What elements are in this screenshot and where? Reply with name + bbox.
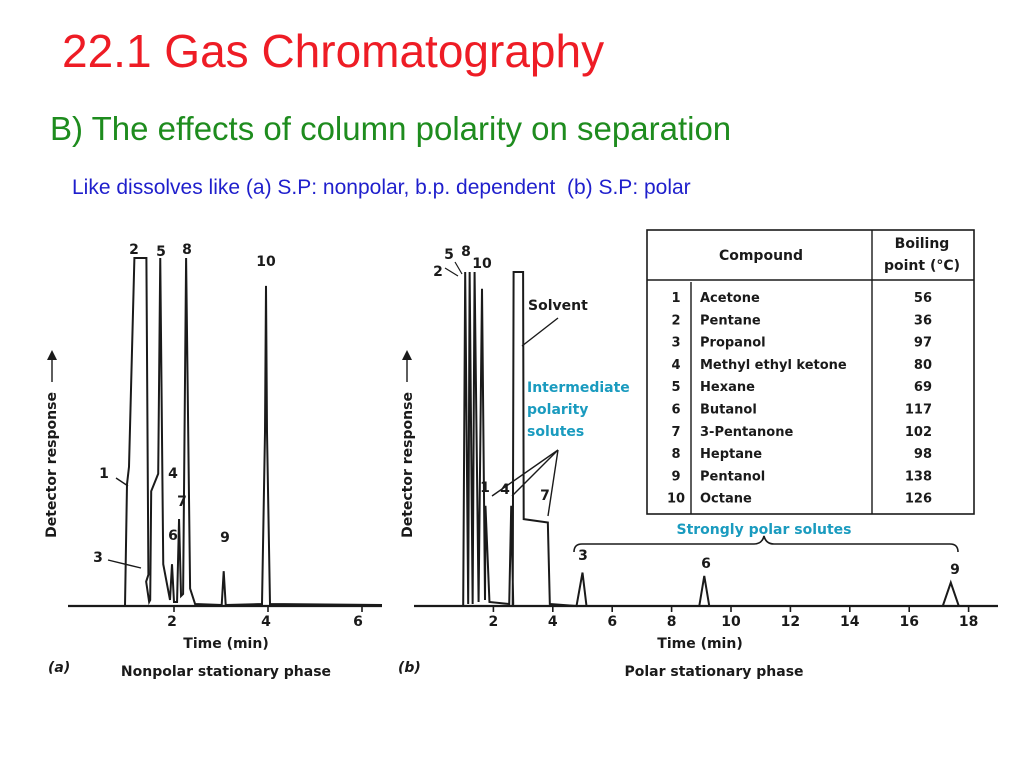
panel-label-a: (a) [48, 660, 70, 676]
peak-label-b: 4 [500, 482, 510, 498]
table-row-compound: Propanol [700, 336, 766, 351]
table-row-number: 7 [671, 425, 680, 440]
chromatogram-a: 1 2 3 4 5 6 7 8 9 10 2 4 6 Time (min) (a) Nonpola… [44, 242, 383, 680]
table-row-number: 3 [671, 336, 680, 351]
xtick-b: 14 [840, 614, 860, 630]
table-row-bp: 56 [914, 291, 932, 306]
peak-label-a: 4 [168, 466, 178, 482]
intermediate-label-3: solutes [527, 424, 584, 440]
table-row-compound: Hexane [700, 380, 755, 395]
xtick-b: 16 [899, 614, 918, 630]
table-row-bp: 117 [905, 403, 932, 418]
slide-title: 22.1 Gas Chromatography [62, 25, 605, 77]
table-header-bp-2: point (°C) [884, 258, 960, 274]
table-row-number: 8 [671, 447, 680, 462]
xtick-b: 10 [721, 614, 741, 630]
table-row-number: 2 [671, 313, 680, 328]
peak-label-a: 2 [129, 242, 139, 258]
xtick-a-6: 6 [353, 614, 363, 630]
strongly-polar-brace [573, 535, 959, 553]
table-row-compound: Heptane [700, 447, 762, 462]
table-row-number: 9 [671, 469, 680, 484]
peak-label-a: 7 [177, 494, 187, 510]
table-row-compound: Butanol [700, 403, 757, 418]
table-row-number: 4 [671, 358, 680, 373]
strongly-polar-label: Strongly polar solutes [677, 522, 852, 538]
intermediate-label-1: Intermediate [527, 380, 630, 396]
xtick-b: 2 [489, 614, 499, 630]
peak-label-a: 9 [220, 530, 230, 546]
table-row-bp: 138 [905, 469, 932, 484]
table-row-number: 10 [667, 492, 685, 507]
panel-title-b: Polar stationary phase [624, 664, 803, 680]
table-row-bp: 126 [905, 492, 932, 507]
slide-subtitle: B) The effects of column polarity on sep… [50, 110, 732, 147]
xlabel-a: Time (min) [183, 636, 268, 652]
panel-title-a: Nonpolar stationary phase [121, 664, 331, 680]
intermediate-label-2: polarity [527, 402, 588, 418]
peak-label-a: 1 [99, 466, 109, 482]
table-row-bp: 69 [914, 380, 932, 395]
table-row-bp: 36 [914, 313, 932, 328]
table-row-compound: Pentanol [700, 469, 765, 484]
ylabel-b: Detector response [400, 392, 416, 538]
peak-label-b: 5 [444, 247, 454, 263]
peak-label-a: 10 [256, 254, 276, 270]
table-row-compound: Pentane [700, 313, 761, 328]
peak-label-b: 1 [480, 480, 490, 496]
xtick-b: 12 [781, 614, 800, 630]
peak-label-a: 8 [182, 242, 192, 258]
table-row-number: 5 [671, 380, 680, 395]
table-row-compound: 3-Pentanone [700, 425, 793, 440]
xtick-a-4: 4 [261, 614, 271, 630]
peak-label-b: 10 [472, 256, 492, 272]
peak-label-a: 6 [168, 528, 178, 544]
ylabel-a: Detector response [44, 392, 60, 538]
xtick-a-2: 2 [167, 614, 177, 630]
peak-label-a: 5 [156, 244, 166, 260]
table-row-bp: 80 [914, 358, 932, 373]
peak-label-b: 2 [433, 264, 443, 280]
peak-label-b: 6 [701, 556, 711, 572]
table-row-bp: 98 [914, 447, 932, 462]
table-row-number: 1 [671, 291, 680, 306]
xtick-b: 8 [667, 614, 677, 630]
table-row-compound: Octane [700, 492, 752, 507]
table-row-number: 6 [671, 403, 680, 418]
peak-label-a: 3 [93, 550, 103, 566]
solvent-label: Solvent [528, 298, 588, 314]
peak-label-b: 8 [461, 244, 471, 260]
table-row-bp: 102 [905, 425, 932, 440]
table-header-bp-1: Boiling [895, 236, 950, 252]
panel-label-b: (b) [398, 660, 421, 676]
table-row-compound: Acetone [700, 291, 760, 306]
boiling-point-table: Compound Boiling point (°C) 1 Acetone 562 P… [646, 229, 975, 515]
peak-label-b: 9 [950, 562, 960, 578]
xtick-b: 4 [548, 614, 558, 630]
xlabel-b: Time (min) [657, 636, 742, 652]
xtick-b: 18 [959, 614, 978, 630]
chromatogram-a-trace [70, 257, 383, 607]
peak-label-b: 7 [540, 488, 550, 504]
table-header-compound: Compound [719, 248, 803, 264]
table-row-bp: 97 [914, 336, 932, 351]
xtick-b: 6 [607, 614, 617, 630]
slide-caption: Like dissolves like (a) S.P: nonpolar, b… [72, 176, 691, 199]
table-row-compound: Methyl ethyl ketone [700, 358, 847, 373]
peak-label-b: 3 [578, 548, 588, 564]
